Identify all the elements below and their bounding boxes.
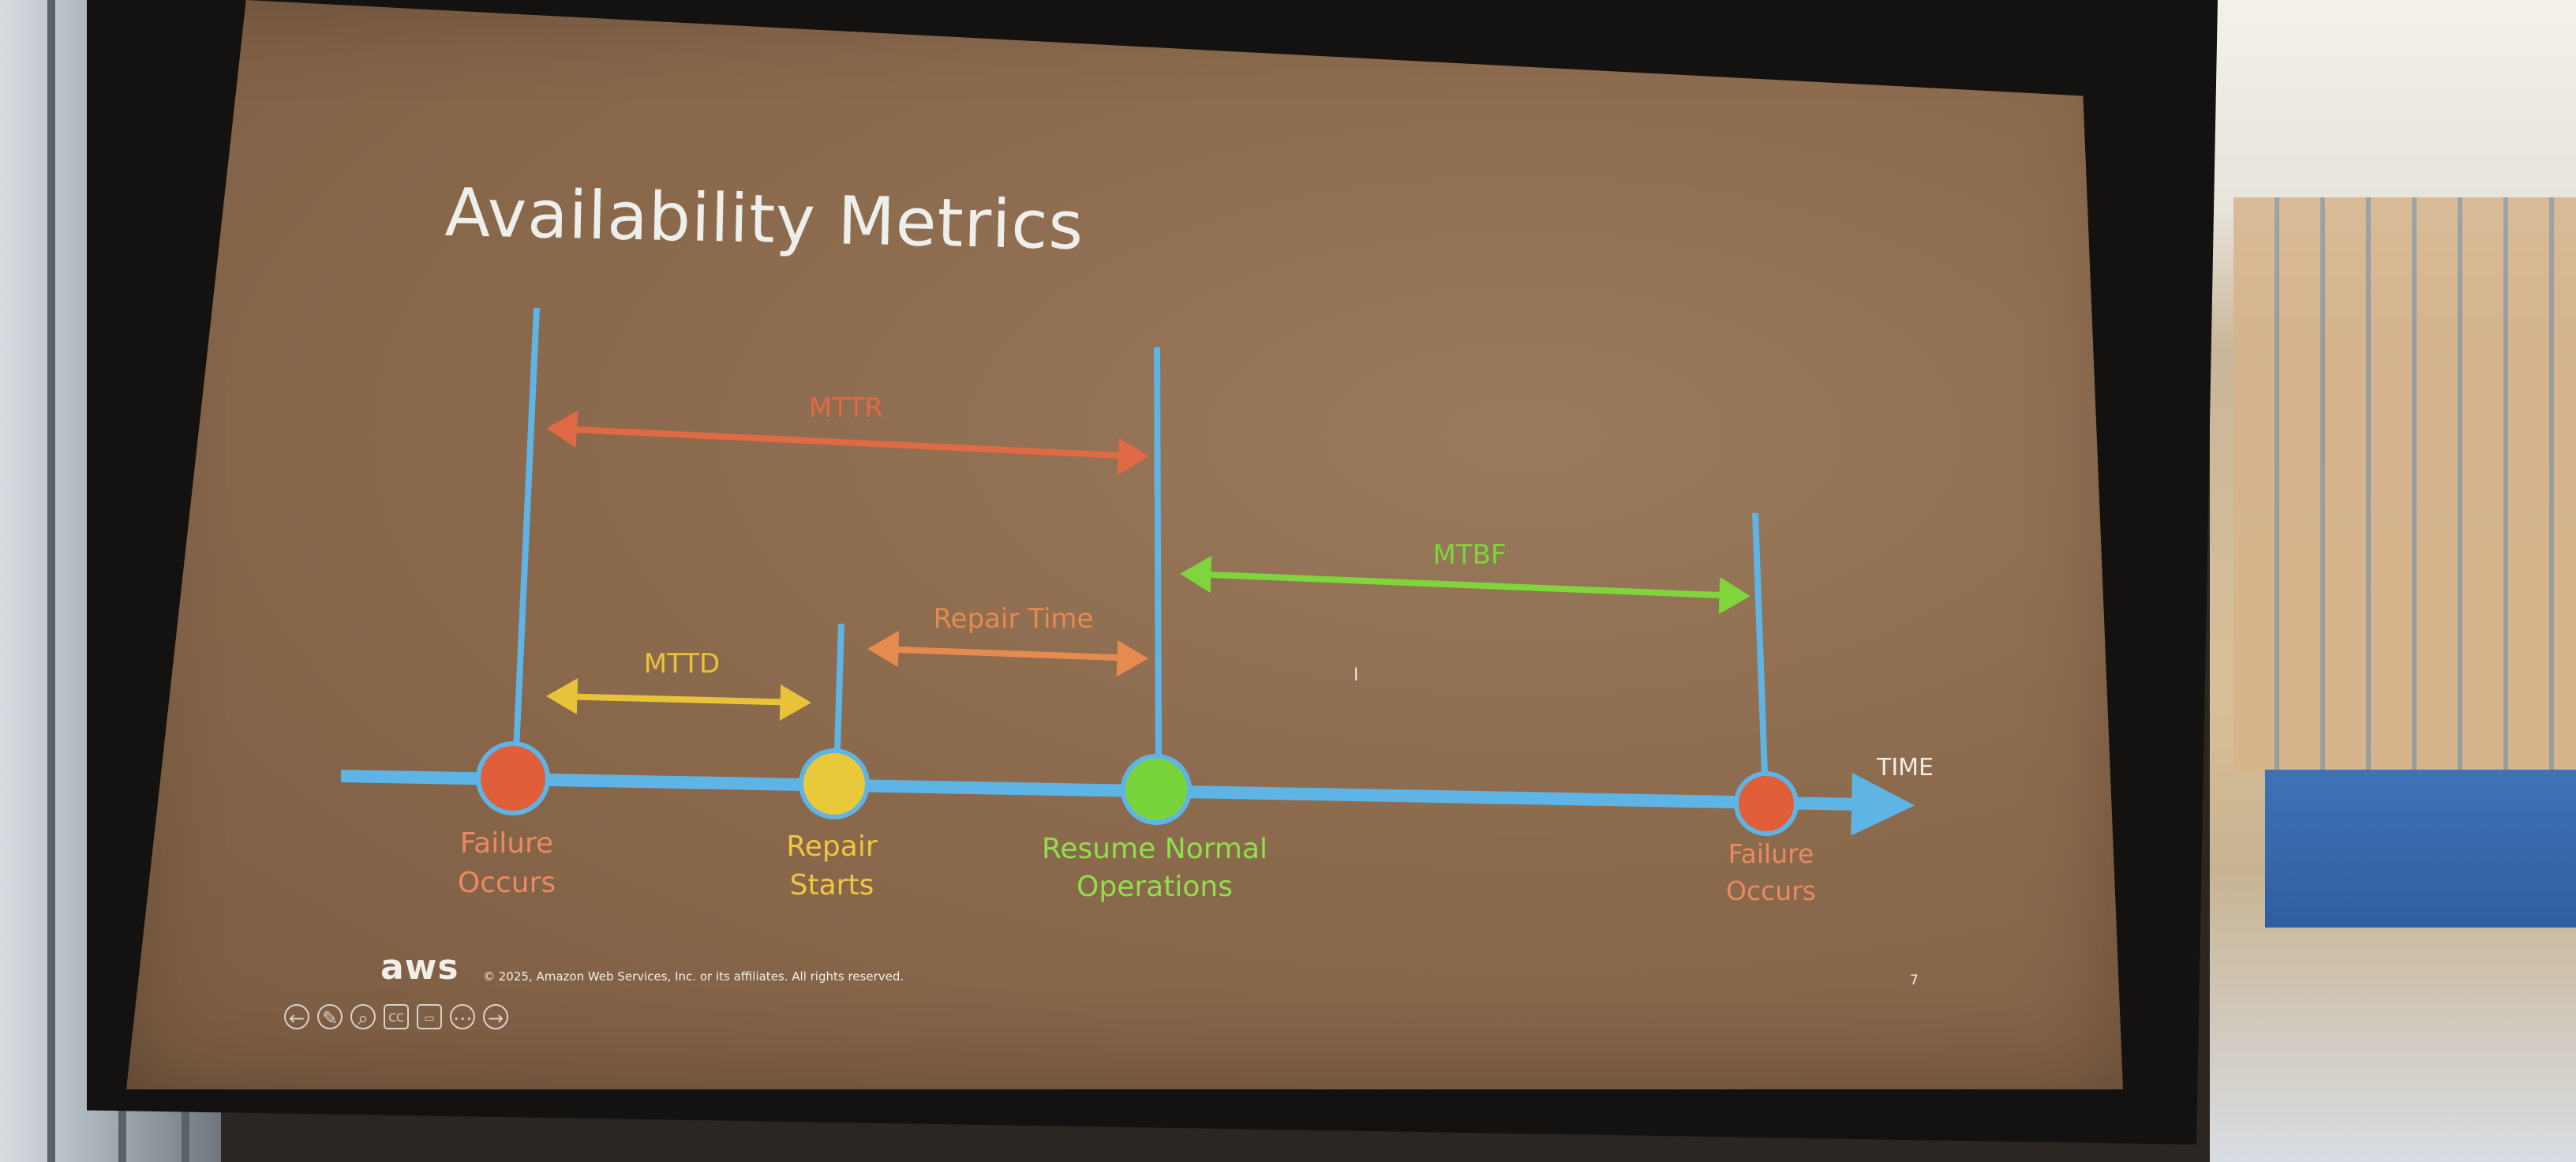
mttr-arrow bbox=[546, 410, 1149, 476]
text-cursor-icon: I bbox=[1354, 665, 1359, 685]
resume-event-circle bbox=[1121, 754, 1192, 825]
failure-2-event-circle bbox=[1734, 771, 1799, 836]
resume-vertical-line bbox=[1154, 347, 1162, 759]
outside-blue-panel bbox=[2265, 770, 2576, 928]
failure-2-line1: Failure bbox=[1728, 838, 1814, 869]
presentation-slide bbox=[126, 0, 2123, 1089]
pen-icon[interactable]: ✎ bbox=[317, 1004, 343, 1029]
repair-starts-line2: Starts bbox=[790, 869, 874, 901]
failure-event-circle bbox=[476, 741, 550, 815]
copyright-text: © 2025, Amazon Web Services, Inc. or its… bbox=[483, 969, 904, 984]
arrow-left-icon[interactable]: ← bbox=[284, 1004, 309, 1029]
time-axis-label: TIME bbox=[1876, 754, 1934, 782]
slide-page-number: 7 bbox=[1910, 973, 1919, 988]
mttd-arrow bbox=[546, 677, 811, 722]
mtbf-label: MTBF bbox=[1433, 539, 1507, 571]
repair-time-label: Repair Time bbox=[934, 603, 1094, 635]
failure-event-line1: Failure bbox=[460, 827, 553, 860]
mttr-label: MTTR bbox=[809, 392, 883, 424]
failure-vertical-line bbox=[513, 307, 540, 751]
captions-icon[interactable]: CC bbox=[384, 1004, 409, 1029]
camera-icon[interactable]: ▭ bbox=[417, 1004, 442, 1029]
repair-starts-vertical-line bbox=[834, 623, 844, 751]
more-icon[interactable]: ⋯ bbox=[450, 1004, 475, 1029]
presenter-controls: ← ✎ ⌕ CC ▭ ⋯ → bbox=[284, 1004, 508, 1029]
aws-logo: aws bbox=[380, 947, 459, 988]
failure-2-line2: Occurs bbox=[1726, 875, 1816, 906]
repair-time-arrow bbox=[867, 630, 1148, 677]
resume-line1: Resume Normal bbox=[1042, 833, 1267, 865]
repair-starts-line1: Repair bbox=[786, 830, 877, 863]
repair-starts-event-circle bbox=[799, 748, 870, 819]
mtbf-arrow bbox=[1180, 555, 1750, 615]
zoom-icon[interactable]: ⌕ bbox=[350, 1004, 376, 1029]
outside-building bbox=[2233, 197, 2576, 774]
resume-line2: Operations bbox=[1076, 871, 1233, 903]
arrow-right-icon[interactable]: → bbox=[483, 1004, 508, 1029]
failure-2-vertical-line bbox=[1752, 512, 1768, 774]
mttd-label: MTTD bbox=[644, 648, 720, 680]
failure-event-line2: Occurs bbox=[458, 867, 556, 899]
